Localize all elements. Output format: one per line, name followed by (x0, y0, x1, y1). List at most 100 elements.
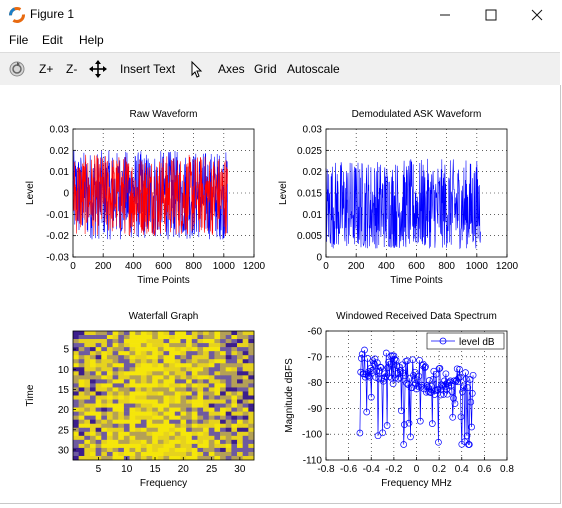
heatmap-cell (169, 451, 176, 457)
heatmap-cell (73, 371, 79, 376)
heatmap-cell (129, 411, 136, 416)
heatmap-cell (112, 363, 119, 368)
heatmap-cell (106, 403, 113, 408)
heatmap-cell (78, 383, 85, 388)
x-tick-label: 400 (125, 261, 142, 272)
y-tick-label: -70 (308, 352, 323, 363)
heatmap-cell (95, 331, 102, 336)
data-point (377, 364, 385, 371)
heatmap-cell (118, 347, 125, 352)
menu-edit[interactable]: Edit (42, 33, 63, 47)
heatmap-cell (186, 363, 193, 368)
heatmap-cell (95, 363, 102, 368)
zoom-out-button[interactable]: Z- (66, 62, 78, 76)
select-pointer-icon[interactable] (186, 59, 206, 79)
heatmap-cell (112, 431, 119, 437)
insert-text-button[interactable]: Insert Text (120, 62, 176, 76)
heatmap-cell (191, 351, 198, 356)
data-point (454, 378, 462, 386)
heatmap-cell (186, 439, 193, 445)
data-point (434, 386, 441, 393)
heatmap-cell (191, 403, 198, 408)
heatmap-cell (157, 363, 164, 368)
heatmap-cell (169, 347, 176, 352)
heatmap-cell (225, 379, 232, 384)
heatmap-cell (129, 375, 136, 380)
heatmap-cell (140, 415, 147, 420)
rotate-icon[interactable] (7, 59, 27, 79)
maximize-button[interactable] (468, 0, 514, 30)
heatmap-cell (95, 427, 102, 433)
heatmap-cell (135, 439, 142, 445)
heatmap-cell (220, 371, 227, 376)
grid-button[interactable]: Grid (254, 62, 277, 76)
heatmap-cell (180, 355, 187, 360)
data-point (381, 370, 389, 378)
data-point (419, 362, 426, 369)
heatmap-cell (140, 435, 147, 441)
heatmap-cell (89, 363, 96, 368)
heatmap-cell (106, 387, 113, 392)
data-point (465, 441, 473, 448)
heatmap-cell (191, 427, 198, 433)
heatmap-cell (73, 363, 79, 368)
menu-file[interactable]: File (9, 33, 29, 47)
heatmap-cell (186, 455, 193, 461)
heatmap-cell (186, 351, 193, 356)
chart-4: Windowed Received Data Spectrum Frequency… (284, 311, 514, 489)
heatmap-cell (73, 379, 79, 384)
heatmap-cell (248, 359, 255, 364)
heatmap-cell (140, 355, 147, 360)
heatmap-cell (73, 435, 79, 441)
heatmap-cell (89, 355, 96, 360)
heatmap-cell (169, 367, 176, 372)
axes-box (325, 128, 508, 258)
heatmap-cell (152, 375, 159, 380)
heatmap-cell (248, 379, 255, 384)
heatmap-cell (220, 339, 227, 344)
heatmap-cell (123, 391, 130, 396)
chart-title: Windowed Received Data Spectrum (336, 311, 497, 322)
pan-icon[interactable] (88, 59, 108, 79)
heatmap-cell (152, 335, 159, 340)
x-tick-label: 1200 (496, 261, 519, 272)
heatmap-cell (140, 391, 147, 396)
chart-title: Raw Waveform (130, 109, 198, 120)
heatmap-cell (112, 351, 119, 356)
heatmap-cell (203, 447, 210, 453)
heatmap-cell (169, 351, 176, 356)
heatmap-cell (231, 403, 238, 408)
heatmap-cell (95, 339, 102, 344)
menu-help[interactable]: Help (79, 33, 104, 47)
heatmap-cell (225, 375, 232, 380)
minimize-button[interactable] (422, 0, 468, 30)
heatmap-cell (123, 419, 130, 425)
heatmap-cell (146, 379, 153, 384)
heatmap-cell (95, 447, 102, 453)
heatmap-cell (152, 427, 159, 433)
autoscale-button[interactable]: Autoscale (287, 62, 340, 76)
heatmap-cell (225, 355, 232, 360)
heatmap-cell (225, 383, 232, 388)
heatmap-cell (157, 391, 164, 396)
heatmap-cell (231, 355, 238, 360)
heatmap-cell (197, 359, 204, 364)
data-point (404, 357, 411, 365)
data-point (398, 407, 405, 415)
heatmap-cell (191, 363, 198, 368)
close-button[interactable] (514, 0, 560, 30)
heatmap-cell (237, 351, 243, 356)
heatmap-cell (106, 395, 113, 400)
heatmap-cell (118, 407, 125, 412)
heatmap-cell (225, 423, 232, 429)
zoom-in-button[interactable]: Z+ (39, 62, 54, 76)
axes-button[interactable]: Axes (218, 62, 245, 76)
heatmap-cell (237, 411, 243, 416)
heatmap-cell (73, 355, 79, 360)
heatmap-cell (220, 351, 227, 356)
heatmap-cell (106, 383, 113, 388)
heatmap-cell (242, 423, 249, 429)
heatmap-cell (180, 391, 187, 396)
heatmap-cell (140, 439, 147, 445)
heatmap-cell (169, 359, 176, 364)
